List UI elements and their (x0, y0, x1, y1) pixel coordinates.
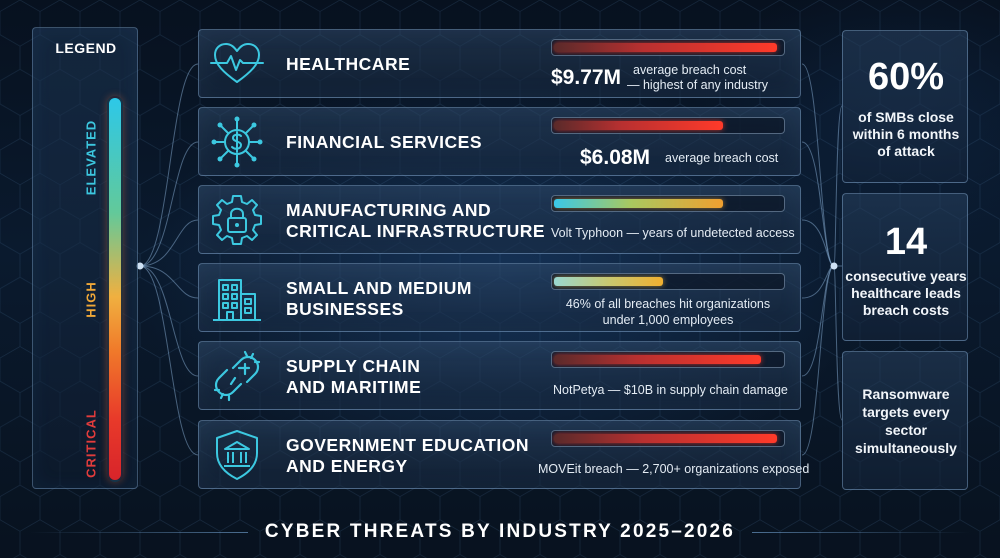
industry-title: HEALTHCARE (286, 54, 411, 74)
side-stat-line-4: simultaneously (855, 440, 957, 456)
threat-level-fill (554, 434, 777, 443)
industry-title-line-2: CRITICAL INFRASTRUCTURE (286, 221, 546, 241)
side-stat-line-1: of SMBs close (858, 109, 954, 125)
stat-text-line-1: average breach cost (665, 151, 779, 165)
industry-title-line-2: AND MARITIME (286, 377, 422, 397)
legend-label-elevated: ELEVATED (83, 119, 99, 196)
side-stat-line-3: breach costs (862, 302, 950, 318)
threat-level-fill (554, 121, 723, 130)
gear-lock-icon (212, 195, 262, 245)
stat-text-line-2: under 1,000 employees (602, 313, 734, 327)
threat-level-bar (551, 351, 785, 368)
stat-text-line-1: NotPetya — $10B in supply chain damage (553, 383, 788, 397)
threat-level-bar (551, 273, 785, 290)
stat-text-line-1: MOVEit breach — 2,700+ organizations exp… (538, 462, 810, 476)
industry-title-line-1: MANUFACTURING AND (286, 200, 492, 220)
heart-pulse-icon (210, 43, 264, 83)
industry-card-healthcare: HEALTHCARE $9.77M average breach cost — … (198, 29, 801, 98)
side-stat-healthcare-years: 14 consecutive years healthcare leads br… (842, 193, 968, 341)
dollar-circuit-icon (211, 116, 263, 168)
industry-card-small-medium-businesses: SMALL AND MEDIUM BUSINESSES 46% of all b… (198, 263, 801, 332)
industry-title-line-2: BUSINESSES (286, 299, 404, 319)
stat-text-line-1: Volt Typhoon — years of undetected acces… (551, 226, 795, 240)
industry-card-financial-services: FINANCIAL SERVICES $6.08M average breach… (198, 107, 801, 176)
threat-level-bar (551, 430, 785, 447)
legend-gradient-bar (107, 96, 123, 482)
side-stat-ransomware: Ransomware targets every sector simultan… (842, 351, 968, 490)
industry-card-government-education-energy: GOVERNMENT EDUCATION AND ENERGY MOVEit b… (198, 420, 809, 489)
industry-title: FINANCIAL SERVICES (286, 132, 483, 152)
page-title: CYBER THREATS BY INDUSTRY 2025–2026 (264, 521, 736, 542)
side-stat-line-3: of attack (877, 143, 935, 159)
threat-level-fill (554, 277, 663, 286)
threat-level-bar (551, 39, 785, 56)
side-stat-line-2: healthcare leads (851, 285, 961, 301)
legend-label-critical: CRITICAL (83, 409, 99, 478)
broken-chain-icon (213, 350, 261, 402)
legend-title: LEGEND (55, 40, 117, 56)
side-stat-line-2: targets every (862, 404, 950, 420)
side-stat-line-1: Ransomware (862, 386, 950, 402)
side-stat-line-3: sector (884, 422, 928, 438)
side-stat-line-2: within 6 months (852, 126, 960, 142)
threat-level-bar (551, 195, 785, 212)
side-stat-line-1: consecutive years (845, 268, 967, 284)
legend-panel: LEGEND ELEVATED HIGH CRITICAL (32, 27, 138, 489)
stat-value: $6.08M (580, 146, 651, 169)
side-stat-value: 60% (867, 56, 945, 98)
threat-level-fill (554, 199, 723, 208)
industry-card-manufacturing: MANUFACTURING AND CRITICAL INFRASTRUCTUR… (198, 185, 801, 254)
stat-value: $9.77M (551, 66, 622, 89)
stat-text-line-1: average breach cost (633, 63, 747, 77)
office-building-icon (213, 279, 261, 321)
stat-text-line-2: — highest of any industry (627, 78, 769, 92)
footer-rule-left (30, 532, 248, 533)
side-stat-value: 14 (884, 221, 928, 263)
legend-label-high: HIGH (83, 281, 99, 318)
industry-card-supply-chain: SUPPLY CHAIN AND MARITIME NotPetya — $10… (198, 341, 801, 410)
industry-title-line-2: AND ENERGY (286, 456, 408, 476)
industry-title-line-1: SMALL AND MEDIUM (286, 278, 472, 298)
threat-level-fill (554, 355, 761, 364)
stat-text-line-1: 46% of all breaches hit organizations (565, 297, 771, 311)
threat-level-fill (554, 43, 777, 52)
threat-level-bar (551, 117, 785, 134)
government-shield-icon (216, 430, 258, 480)
side-stat-smb-closures: 60% of SMBs close within 6 months of att… (842, 30, 968, 183)
industry-title-line-1: SUPPLY CHAIN (286, 356, 421, 376)
industry-title-line-1: GOVERNMENT EDUCATION (286, 435, 530, 455)
